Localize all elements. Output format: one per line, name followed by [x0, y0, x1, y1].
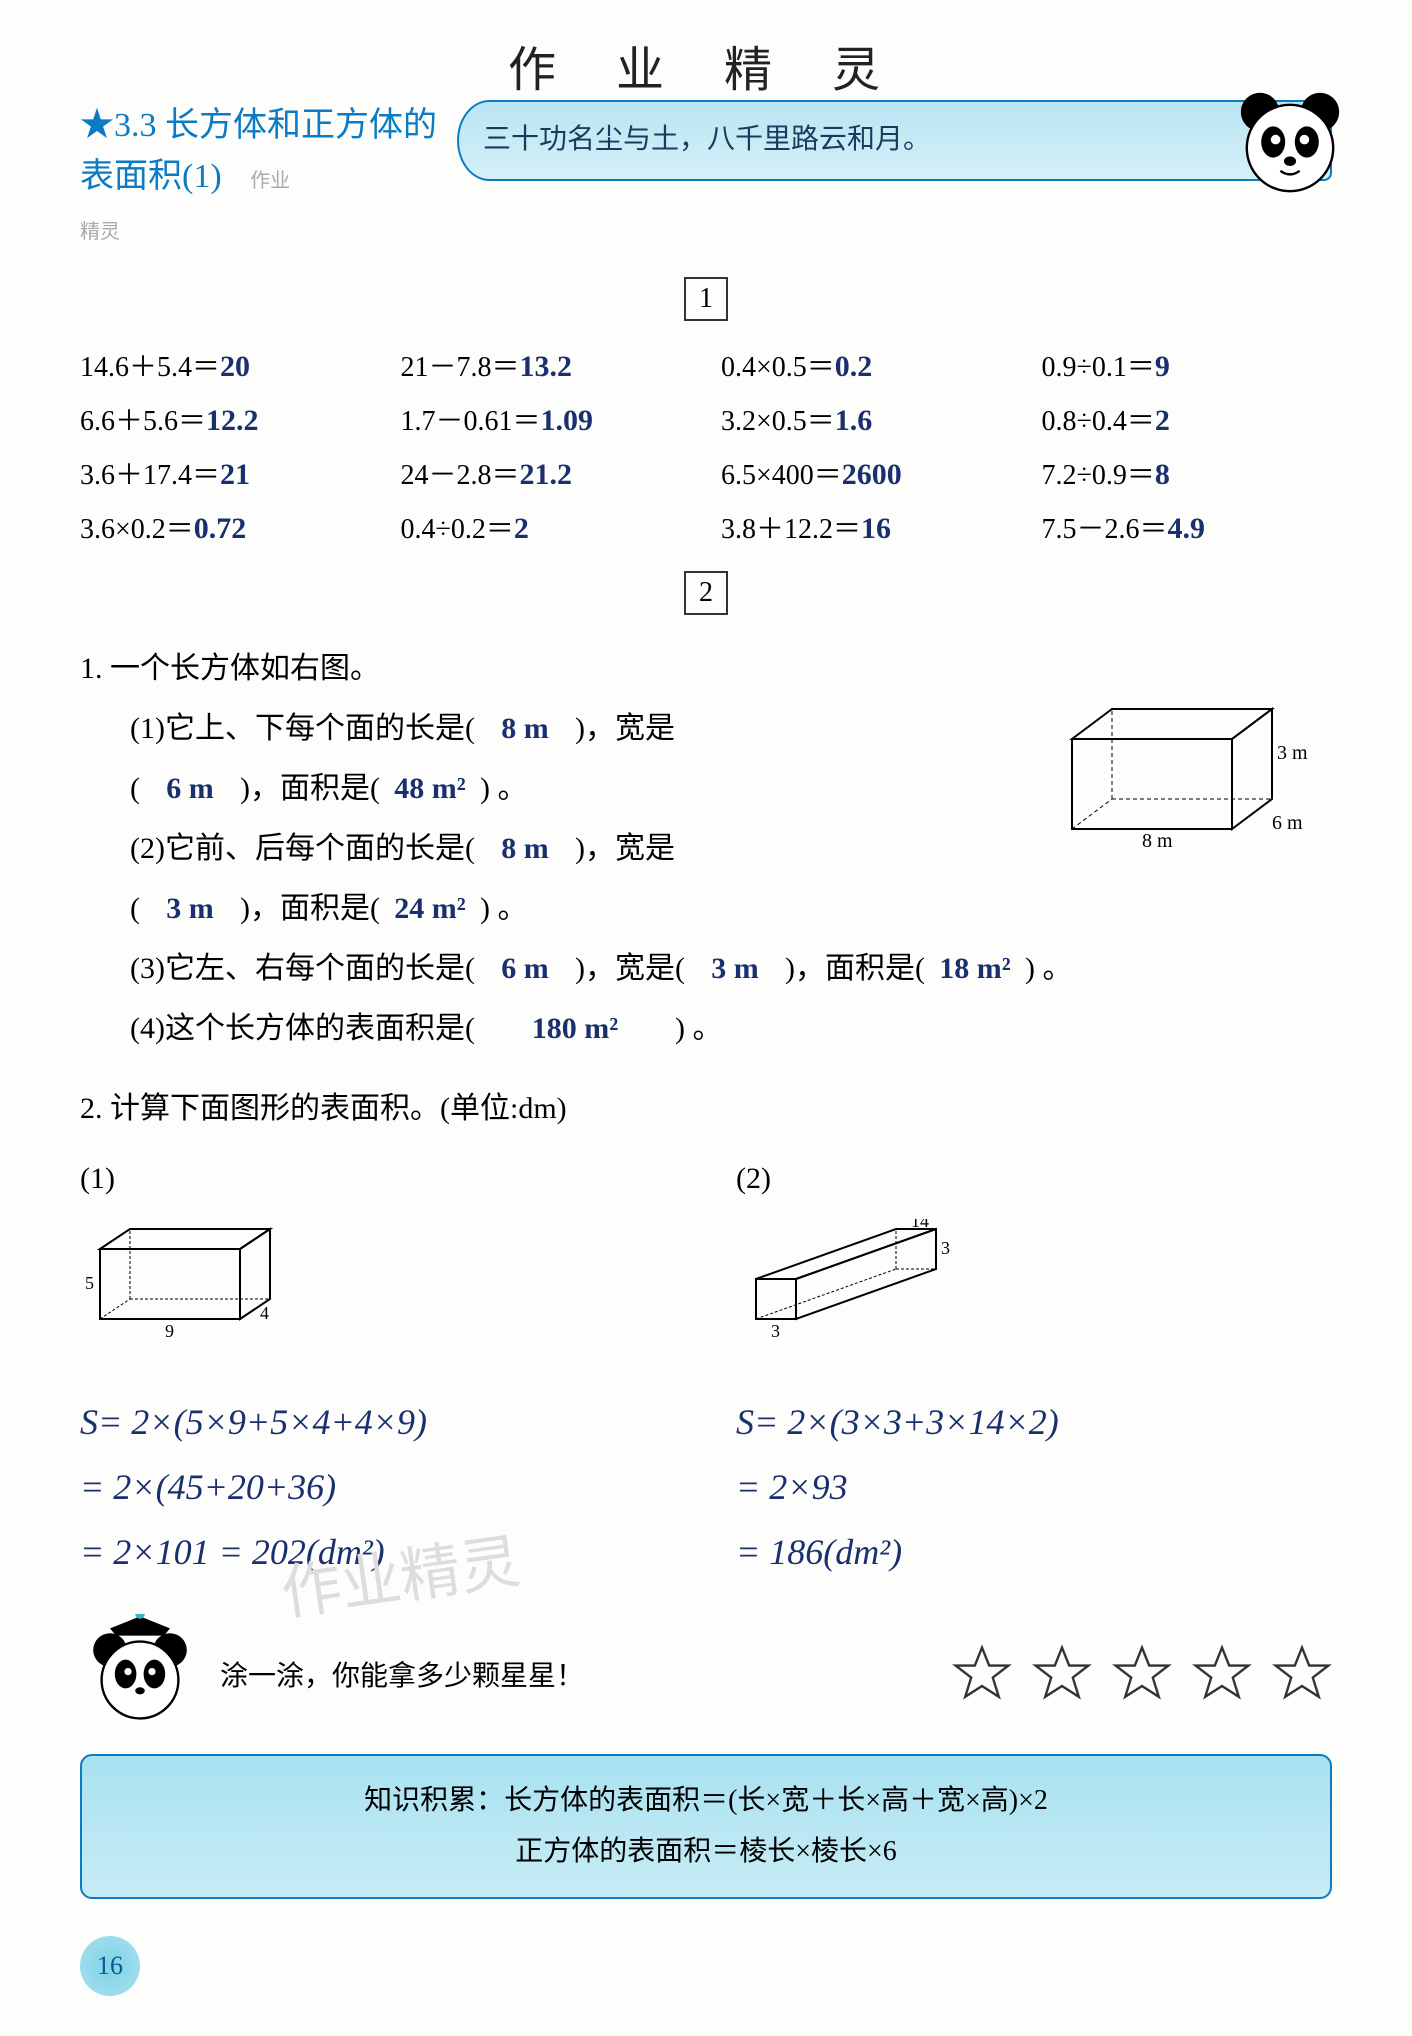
svg-text:4: 4	[260, 1303, 269, 1323]
question-2: 2. 计算下面图形的表面积。(单位:dm) (1) 5 9 4 S= 2×(5×…	[80, 1079, 1332, 1584]
q2-col2: (2) 14 3 3 S= 2×(3×3+3×14×2)= 2×93= 186(…	[736, 1149, 1332, 1584]
watermark-title: 作 业 精 灵	[508, 30, 904, 100]
q1-p4: (4)这个长方体的表面积是(180 m²) 。	[80, 999, 1332, 1059]
quote-text: 三十功名尘与土，八千里路云和月。	[483, 124, 931, 155]
arith-item: 21－7.8＝13.2	[401, 345, 692, 385]
arith-item: 0.8÷0.4＝2	[1042, 399, 1333, 439]
page-number: 16	[80, 1936, 140, 1996]
q2-row: (1) 5 9 4 S= 2×(5×9+5×4+4×9)= 2×(45+20+3…	[80, 1149, 1332, 1584]
q2-c1-label: (1)	[80, 1149, 676, 1209]
arith-item: 3.6×0.2＝0.72	[80, 507, 371, 547]
dim-l: 8 m	[1142, 830, 1173, 849]
question-1: 1. 一个长方体如右图。 8 m 6 m 3 m (1)它上、下每个面的长是(8…	[80, 639, 1332, 1059]
section-title-l1: ★3.3 长方体和正方体的	[80, 100, 437, 151]
svg-text:5: 5	[85, 1273, 94, 1293]
arith-item: 3.8＋12.2＝16	[721, 507, 1012, 547]
arith-item: 24－2.8＝21.2	[401, 453, 692, 493]
arithmetic-grid: 14.6＋5.4＝20 21－7.8＝13.2 0.4×0.5＝0.2 0.9÷0.1…	[80, 345, 1332, 547]
arith-item: 7.2÷0.9＝8	[1042, 453, 1333, 493]
svg-text:9: 9	[165, 1321, 174, 1339]
arith-item: 7.5－2.6＝4.9	[1042, 507, 1333, 547]
arith-item: 0.4÷0.2＝2	[401, 507, 692, 547]
arith-item: 14.6＋5.4＝20	[80, 345, 371, 385]
section-marker-2: 2	[684, 571, 728, 615]
star-icon	[1032, 1644, 1092, 1704]
q2-c1-work: S= 2×(5×9+5×4+4×9)= 2×(45+20+36)= 2×101 …	[80, 1390, 676, 1584]
q2-col1: (1) 5 9 4 S= 2×(5×9+5×4+4×9)= 2×(45+20+3…	[80, 1149, 676, 1584]
q1-p3: (3)它左、右每个面的长是(6 m)，宽是(3 m)，面积是(18 m²) 。	[80, 939, 1332, 999]
header-row: ★3.3 长方体和正方体的 表面积(1) 作业 精灵 三十功名尘与土，八千里路云…	[80, 100, 1332, 253]
stars-text: 涂一涂，你能拿多少颗星星！	[220, 1654, 584, 1694]
q2-c2-label: (2)	[736, 1149, 1332, 1209]
dim-h: 3 m	[1277, 742, 1308, 764]
q2-stem: 2. 计算下面图形的表面积。(单位:dm)	[80, 1079, 1332, 1139]
arith-item: 3.2×0.5＝1.6	[721, 399, 1012, 439]
cuboid-diagram-1: 8 m 6 m 3 m	[1052, 699, 1312, 849]
star-icon	[1112, 1644, 1172, 1704]
arith-item: 0.4×0.5＝0.2	[721, 345, 1012, 385]
cuboid-small-1: 5 9 4	[80, 1219, 300, 1339]
dim-w: 6 m	[1272, 812, 1303, 834]
svg-text:3: 3	[771, 1321, 780, 1339]
arith-item: 6.5×400＝2600	[721, 453, 1012, 493]
q2-c2-work: S= 2×(3×3+3×14×2)= 2×93= 186(dm²)	[736, 1390, 1332, 1584]
arith-item: 0.9÷0.1＝9	[1042, 345, 1333, 385]
knowledge-l1: 知识积累：长方体的表面积＝(长×宽＋长×高＋宽×高)×2	[112, 1776, 1300, 1826]
section-title-block: ★3.3 长方体和正方体的 表面积(1) 作业 精灵	[80, 100, 437, 253]
panda-grad-icon	[80, 1614, 200, 1734]
arith-item: 3.6＋17.4＝21	[80, 453, 371, 493]
section-title-l2: 表面积(1) 作业 精灵	[80, 151, 437, 253]
svg-text:14: 14	[911, 1219, 929, 1231]
quote-box: 三十功名尘与土，八千里路云和月。	[457, 100, 1332, 181]
panda-icon	[1230, 82, 1350, 202]
star-icon	[1192, 1644, 1252, 1704]
arith-item: 6.6＋5.6＝12.2	[80, 399, 371, 439]
q1-stem: 1. 一个长方体如右图。	[80, 639, 1332, 699]
star-icon	[952, 1644, 1012, 1704]
star-icon	[1272, 1644, 1332, 1704]
arith-item: 1.7－0.61＝1.09	[401, 399, 692, 439]
section-marker-1: 1	[684, 277, 728, 321]
knowledge-l2: 正方体的表面积＝棱长×棱长×6	[112, 1827, 1300, 1877]
cuboid-small-2: 14 3 3	[736, 1219, 976, 1339]
svg-text:3: 3	[941, 1238, 950, 1258]
knowledge-box: 知识积累：长方体的表面积＝(长×宽＋长×高＋宽×高)×2 正方体的表面积＝棱长×…	[80, 1754, 1332, 1899]
stars-row: 涂一涂，你能拿多少颗星星！	[80, 1614, 1332, 1734]
